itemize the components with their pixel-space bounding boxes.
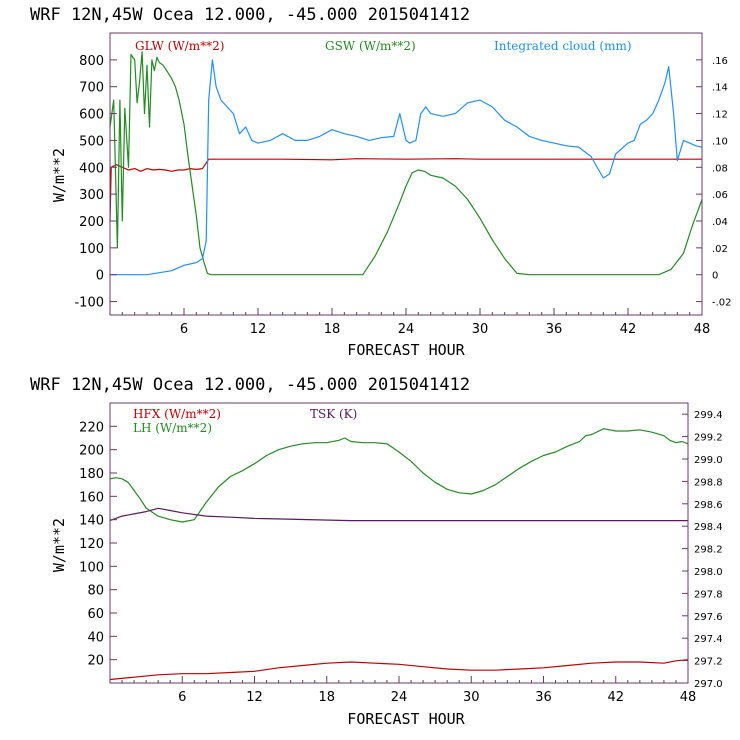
upper-y2-tick-label: .14 — [712, 83, 728, 94]
lower-y2-tick-label: 297.6 — [694, 612, 723, 623]
lower-x-tick-label: 30 — [463, 690, 480, 705]
lower-y2-tick-label: 299.4 — [694, 410, 723, 421]
lower-y-tick-label: 80 — [87, 584, 104, 599]
lower-series-line-1 — [109, 428, 689, 523]
lower-y2-tick-label: 298.6 — [694, 500, 723, 511]
lower-series-line-2 — [109, 507, 688, 522]
lower-y-tick-label: 40 — [87, 630, 104, 645]
lower-y-tick-label: 60 — [87, 607, 104, 622]
upper-y2-tick-label: .10 — [712, 136, 728, 147]
upper-y-tick-label: 400 — [79, 161, 104, 176]
upper-y-tick-label: 700 — [79, 81, 104, 96]
upper-x-tick-label: 42 — [620, 322, 637, 337]
lower-y-tick-label: 200 — [79, 444, 104, 459]
upper-y-tick-label: 0 — [96, 269, 104, 284]
upper-y-tick-label: 100 — [79, 242, 104, 257]
upper-panel: WRF 12N,45W Ocea 12.000, -45.000 2015041… — [30, 5, 732, 359]
lower-legend-lh: LH (W/m**2) — [133, 421, 212, 435]
upper-y-tick-label: 500 — [79, 134, 104, 149]
upper-y2-tick-label: .02 — [712, 244, 728, 255]
upper-y-tick-label: -100 — [74, 296, 104, 311]
upper-x-tick-label: 6 — [180, 322, 188, 337]
lower-y2-tick-label: 297.0 — [694, 679, 723, 690]
upper-legend-gsw: GSW (W/m**2) — [325, 39, 416, 53]
lower-x-tick-label: 36 — [535, 690, 552, 705]
upper-series-line-2 — [110, 59, 703, 276]
upper-plot-frame — [109, 32, 703, 316]
lower-x-tick-label: 48 — [680, 690, 697, 705]
upper-y2-tick-label: .16 — [712, 56, 728, 67]
upper-y-tick-label: 800 — [79, 54, 104, 69]
upper-x-tick-label: 48 — [694, 322, 711, 337]
lower-y2-tick-label: 297.2 — [694, 657, 723, 668]
lower-y2-tick-label: 297.4 — [694, 634, 723, 645]
upper-y2-tick-label: .12 — [712, 110, 728, 121]
upper-x-tick-label: 30 — [472, 322, 489, 337]
upper-y-tick-label: 200 — [79, 215, 104, 230]
lower-legend-tsk: TSK (K) — [310, 407, 357, 421]
lower-x-tick-label: 6 — [178, 690, 186, 705]
upper-x-tick-label: 36 — [546, 322, 563, 337]
upper-series-line-1 — [109, 51, 703, 276]
upper-x-tick-label: 24 — [398, 322, 415, 337]
upper-y2-tick-label: -.02 — [712, 298, 732, 309]
upper-chart-title: WRF 12N,45W Ocea 12.000, -45.000 2015041… — [30, 5, 470, 25]
upper-x-axis-title: FORECAST HOUR — [347, 341, 465, 359]
lower-y2-tick-label: 298.2 — [694, 545, 723, 556]
upper-y-axis-title: W/m**2 — [50, 148, 68, 202]
lower-y2-tick-label: 297.8 — [694, 589, 723, 600]
lower-x-tick-label: 42 — [607, 690, 624, 705]
lower-y2-tick-label: 299.2 — [694, 433, 723, 444]
upper-y-tick-label: 300 — [79, 188, 104, 203]
lower-y-tick-label: 100 — [79, 560, 104, 575]
upper-x-tick-label: 12 — [250, 322, 267, 337]
lower-y2-tick-label: 298.0 — [694, 567, 723, 578]
upper-y2-tick-label: 0 — [712, 271, 718, 282]
lower-y-tick-label: 220 — [79, 420, 104, 435]
upper-y2-tick-label: .04 — [712, 217, 728, 228]
lower-y-tick-label: 180 — [79, 467, 104, 482]
upper-y2-tick-label: .06 — [712, 190, 728, 201]
upper-legend-cloud: Integrated cloud (mm) — [494, 39, 632, 53]
upper-legend-glw: GLW (W/m**2) — [135, 39, 224, 53]
lower-series-line-0 — [109, 659, 689, 681]
lower-panel: WRF 12N,45W Ocea 12.000, -45.000 2015041… — [30, 375, 723, 728]
lower-y-axis-title: W/m**2 — [50, 518, 68, 572]
lower-y2-tick-label: 298.4 — [694, 522, 723, 533]
upper-x-tick-label: 18 — [324, 322, 341, 337]
lower-x-tick-label: 24 — [391, 690, 408, 705]
upper-y-tick-label: 600 — [79, 108, 104, 123]
lower-y-tick-label: 120 — [79, 537, 104, 552]
lower-x-axis-title: FORECAST HOUR — [347, 710, 465, 728]
lower-x-tick-label: 18 — [318, 690, 335, 705]
lower-plot-frame — [109, 402, 689, 684]
lower-y2-tick-label: 298.8 — [694, 477, 723, 488]
upper-y2-tick-label: .08 — [712, 163, 728, 174]
lower-y-tick-label: 160 — [79, 490, 104, 505]
lower-x-tick-label: 12 — [246, 690, 263, 705]
lower-y-tick-label: 140 — [79, 514, 104, 529]
lower-chart-title: WRF 12N,45W Ocea 12.000, -45.000 2015041… — [30, 375, 470, 395]
lower-y2-tick-label: 299.0 — [694, 455, 723, 466]
lower-y-tick-label: 20 — [87, 654, 104, 669]
upper-series-line-0 — [109, 158, 702, 222]
lower-legend-hfx: HFX (W/m**2) — [133, 407, 221, 421]
